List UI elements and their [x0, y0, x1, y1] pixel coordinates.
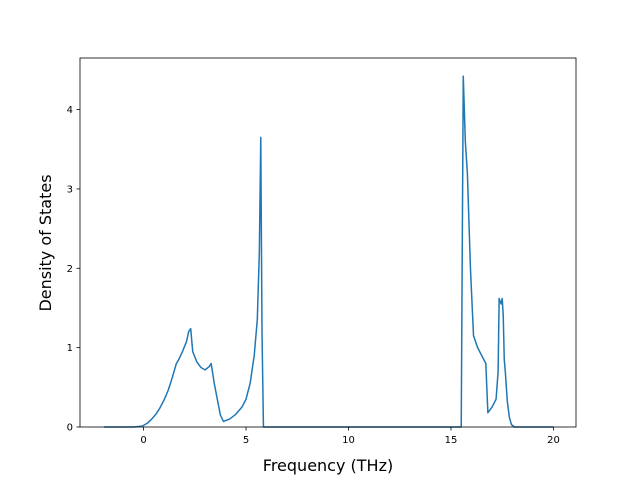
x-tick-label: 20 [547, 435, 560, 446]
dos-series-line-0 [103, 75, 554, 428]
x-axis-ticks: 0 5 10 15 20 [140, 427, 560, 446]
x-tick-label: 0 [140, 435, 146, 446]
x-tick-label: 10 [342, 435, 355, 446]
y-axis-label: Density of States [36, 174, 55, 311]
x-axis-label: Frequency (THz) [263, 456, 393, 475]
x-tick-label: 5 [243, 435, 249, 446]
y-tick-label: 2 [67, 264, 73, 275]
x-tick-label: 15 [445, 435, 458, 446]
y-tick-label: 1 [67, 343, 73, 354]
y-tick-label: 4 [67, 105, 73, 116]
y-tick-label: 3 [67, 184, 73, 195]
y-axis-ticks: 0 1 2 3 4 [67, 105, 80, 434]
axes-frame [79, 57, 577, 428]
y-tick-label: 0 [67, 423, 73, 434]
plot-area [79, 57, 577, 428]
